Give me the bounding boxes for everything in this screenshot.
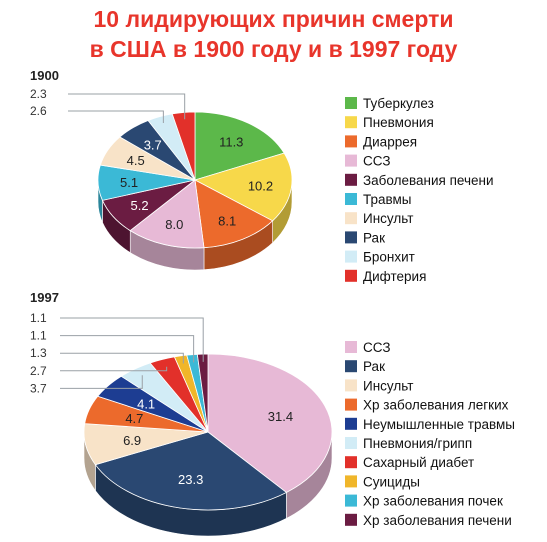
legend-1900-label-2: Диаррея [363, 134, 417, 149]
pie-1997-year-label: 1997 [30, 290, 59, 305]
legend-1997-label-8: Хр заболевания почек [363, 494, 503, 509]
pie-1997-value-label-4: 4.1 [137, 396, 155, 411]
pie-1900-value-label-0: 11.3 [219, 134, 243, 149]
pie-1900-sides [97, 179, 293, 271]
legend-1900-label-9: Дифтерия [363, 269, 426, 284]
legend-1997-label-3: Хр заболевания легких [363, 398, 509, 413]
legend-1997-swatch-3 [345, 398, 357, 411]
pie-1997-leader-line-0 [60, 317, 204, 362]
pie-1997-leader-line-4 [60, 375, 143, 389]
legend-1900-swatch-1 [345, 116, 357, 129]
legend-1900-label-5: Травмы [363, 192, 412, 207]
pie-1997-leader-line-1 [60, 335, 195, 363]
legend-1900-swatch-0 [345, 97, 357, 109]
pie-1997-leader-label-2: 1.3 [30, 346, 47, 360]
legend-1900-swatch-7 [345, 231, 357, 244]
title-line-1: 10 лидирующих причин смерти [93, 6, 454, 32]
pie-1997-slice-0 [207, 353, 333, 493]
pie-1900-slice-9 [171, 111, 196, 181]
pie-1900-slice-2 [194, 179, 274, 249]
legend-1900-label-0: Туберкулез [363, 96, 434, 111]
title-line-2: в США в 1900 году и в 1997 году [89, 36, 458, 62]
legend-1997-swatch-4 [345, 417, 357, 430]
legend-1997-swatch-0 [345, 341, 357, 353]
legend-1997-label-0: ССЗ [363, 340, 391, 355]
legend-1900-label-3: ССЗ [363, 154, 391, 169]
pie-1900-leader-line-1 [68, 110, 164, 123]
pie-1900-value-label-7: 3.7 [144, 137, 162, 152]
pie-1997-value-label-2: 6.9 [123, 433, 141, 448]
legend-1900-swatch-6 [345, 212, 357, 225]
pie-1900-leader-label-1: 2.6 [30, 104, 47, 118]
pie-1997-value-label-0: 31.4 [268, 409, 293, 424]
pie-1997-leader-line-2 [60, 352, 184, 364]
legend-1900-swatch-2 [345, 135, 357, 148]
legend-1900-label-6: Инсульт [363, 211, 413, 226]
pie-1997-value-label-3: 4.7 [125, 411, 143, 426]
pie-1997-leader-label-3: 2.7 [30, 364, 47, 378]
legend-1900-swatch-5 [345, 193, 357, 205]
pie-1997-slice-9 [196, 353, 209, 433]
pie-1900-year-label: 1900 [30, 68, 59, 83]
legend-1997-swatch-8 [345, 494, 357, 507]
legend-1997-label-4: Неумышленные травмы [363, 417, 515, 432]
legend-1997-label-7: Суициды [363, 474, 420, 489]
legend-1900-label-8: Бронхит [363, 250, 415, 265]
pie-1900-value-label-5: 5.1 [120, 175, 138, 190]
pie-1900-leader-label-0: 2.3 [30, 87, 47, 101]
legend-1997-label-1: Рак [363, 359, 385, 374]
pie-1997-leader-label-1: 1.1 [30, 329, 47, 343]
pie-1997-leader-line-3 [60, 366, 168, 372]
legend-1900-label-4: Заболевания печени [363, 173, 494, 188]
pie-1900-slice-1 [193, 152, 293, 222]
legend-1997-label-6: Сахарный диабет [363, 455, 474, 470]
pie-1900-slice-0 [194, 111, 285, 181]
pie-1997-leader-label-0: 1.1 [30, 311, 47, 325]
pie-1997-slice-1 [94, 431, 288, 511]
legend-1997-label-5: Пневмония/грипп [363, 436, 472, 451]
legend-1900-label-7: Рак [363, 230, 385, 245]
legend-1997-swatch-9 [345, 513, 357, 526]
pie-1900-value-label-2: 8.1 [218, 213, 236, 228]
chart-title: 10 лидирующих причин смерти в США в 1900… [0, 4, 547, 64]
pie-1997-leader-label-4: 3.7 [30, 381, 47, 395]
pie-1900-leader-line-0 [68, 93, 186, 120]
legend-1997-swatch-5 [345, 437, 357, 449]
pie-1900-value-label-3: 8.0 [165, 217, 183, 232]
legend-1900-swatch-4 [345, 173, 357, 186]
legend-1997-label-2: Инсульт [363, 378, 413, 393]
legend-1997-swatch-2 [345, 379, 357, 392]
pie-1997-value-label-1: 23.3 [178, 472, 203, 487]
legend-1997-swatch-1 [345, 360, 357, 373]
legend-1997-label-9: Хр заболевания печени [363, 513, 512, 528]
legend-1900-swatch-8 [345, 250, 357, 263]
pie-1900-slice-3 [129, 179, 205, 249]
legend-1900-swatch-3 [345, 154, 357, 167]
legend-1900-label-1: Пневмония [363, 115, 434, 130]
legend-1900-swatch-9 [345, 269, 357, 282]
legend-1997-swatch-6 [345, 456, 357, 469]
pie-1900-value-label-6: 4.5 [127, 153, 145, 168]
pie-1900-value-label-1: 10.2 [248, 178, 273, 193]
pie-1900-value-label-4: 5.2 [130, 198, 148, 213]
legend-1997-swatch-7 [345, 475, 357, 488]
